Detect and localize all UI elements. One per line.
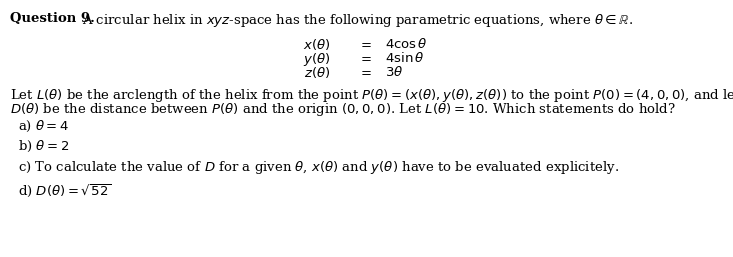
Text: $=$: $=$ <box>358 37 372 50</box>
Text: $4\cos\theta$: $4\cos\theta$ <box>385 37 428 51</box>
Text: $3\theta$: $3\theta$ <box>385 65 403 79</box>
Text: Let $L(\theta)$ be the arclength of the helix from the point $P(\theta) = (x(\th: Let $L(\theta)$ be the arclength of the … <box>10 87 733 104</box>
Text: $4\sin\theta$: $4\sin\theta$ <box>385 51 424 65</box>
Text: d) $D(\theta) = \sqrt{52}$: d) $D(\theta) = \sqrt{52}$ <box>18 182 111 199</box>
Text: $D(\theta)$ be the distance between $P(\theta)$ and the origin $(0, 0, 0)$. Let : $D(\theta)$ be the distance between $P(\… <box>10 101 676 118</box>
Text: $z(\theta)$: $z(\theta)$ <box>303 65 330 80</box>
Text: $y(\theta)$: $y(\theta)$ <box>303 51 330 68</box>
Text: $=$: $=$ <box>358 65 372 78</box>
Text: $=$: $=$ <box>358 51 372 64</box>
Text: $x(\theta)$: $x(\theta)$ <box>303 37 330 52</box>
Text: a) $\theta = 4$: a) $\theta = 4$ <box>18 119 70 134</box>
Text: c) To calculate the value of $D$ for a given $\theta$, $x(\theta)$ and $y(\theta: c) To calculate the value of $D$ for a g… <box>18 159 619 176</box>
Text: Question 9.: Question 9. <box>10 12 95 25</box>
Text: b) $\theta = 2$: b) $\theta = 2$ <box>18 139 70 154</box>
Text: A circular helix in $xyz$-space has the following parametric equations, where $\: A circular helix in $xyz$-space has the … <box>78 12 633 29</box>
